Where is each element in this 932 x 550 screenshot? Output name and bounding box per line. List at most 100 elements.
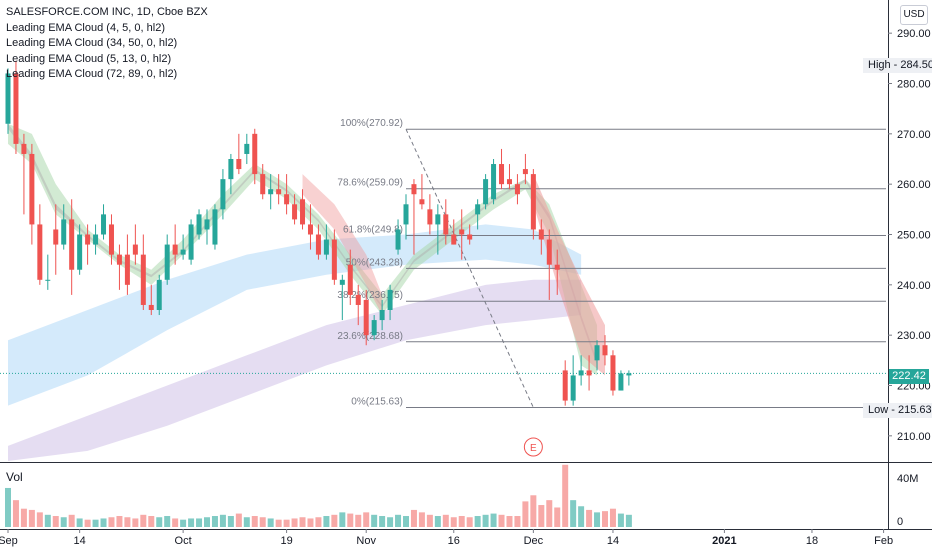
candle-body [276,189,282,195]
volume-bar [371,514,378,527]
volume-bar [442,514,449,527]
candle-body [156,279,162,310]
candle-body [307,224,313,235]
volume-bar [267,518,274,527]
high-price-tag: High - 284.50 [863,58,932,73]
candle-body [116,254,122,265]
y-tick-label: 260.00 [897,179,931,191]
volume-bar [466,517,473,527]
earnings-marker-label: E [530,443,537,454]
volume-bar [434,516,441,527]
candle-body [13,73,19,144]
candle-body [403,204,409,225]
volume-bar [315,517,322,527]
volume-bar [562,464,569,527]
volume-bar [522,501,529,527]
candle-body [228,159,234,180]
candle-body [164,244,170,280]
candle-body [53,229,59,245]
candle-body [323,239,329,255]
candle-body [268,189,274,195]
candle-body [37,224,43,280]
volume-bar [108,517,115,527]
candle-body [459,229,465,235]
volume-bar [482,514,489,527]
earnings-marker [523,437,543,457]
volume-bar [578,506,585,527]
candle-body [339,279,345,285]
candle-body [355,294,361,305]
ema-cloud-bearish-segment [302,174,383,316]
candle-body [315,234,321,255]
volume-bar [426,514,433,527]
volume-pane-label: Vol [6,470,23,484]
volume-bar [594,512,601,527]
legend-indicator-1[interactable]: Leading EMA Cloud (4, 5, 0, hl2) [6,21,165,34]
volume-bar [387,517,394,527]
volume-bar [116,516,123,527]
volume-bar [514,516,521,527]
x-tick-label: 16 [448,535,460,547]
volume-bar [211,516,218,527]
candle-body [435,214,441,225]
candle-body [483,179,489,205]
legend-indicator-4[interactable]: Leading EMA Cloud (72, 89, 0, hl2) [6,68,178,80]
candle-body [85,234,91,245]
candle-body [371,320,377,336]
y-tick-label: 280.00 [897,79,931,91]
volume-bar [538,505,545,527]
candle-body [108,224,114,255]
candle-body [602,345,608,356]
candle-body [77,234,83,270]
y-tick-label: 290.00 [897,28,931,40]
volume-bar [339,512,346,527]
volume-bar [156,517,163,527]
candle-body [69,219,75,270]
volume-bar [60,517,67,527]
volume-bar [291,518,298,527]
candle-body [578,370,584,376]
candle-body [514,184,520,195]
candle-body [132,244,138,255]
volume-bar [299,517,306,527]
currency-button[interactable]: USD [900,5,928,25]
volume-bar [148,516,155,527]
volume-bar [506,516,513,527]
x-tick-label: Sep [0,535,18,547]
volume-bar [44,514,51,527]
fib-level-label: 100%(270.92) [340,118,403,129]
candle-body [180,249,186,255]
volume-bar [243,517,250,527]
x-tick-label: Oct [175,535,192,547]
volume-bar [450,517,457,527]
fib-level-label: 78.6%(259.09) [337,178,403,189]
volume-bar [235,513,242,527]
volume-bar [403,516,409,527]
volume-bar [498,514,505,527]
volume-bar [602,511,608,527]
candle-body [331,239,337,280]
legend-indicator-3[interactable]: Leading EMA Cloud (5, 13, 0, hl2) [6,52,172,65]
candle-body [284,194,290,205]
candle-body [61,219,67,245]
legend-title: SALESFORCE.COM INC, 1D, Cboe BZX [6,6,208,18]
volume-bar [180,519,187,527]
volume-bar [84,519,91,527]
candle-body [292,204,298,220]
fib-level-label: 23.6%(228.68) [337,331,403,342]
low-price-tag: Low - 215.63 [863,403,932,418]
volume-tick-label: 40M [897,473,918,485]
legend-indicator-2[interactable]: Leading EMA Cloud (34, 50, 0, hl2) [6,37,178,49]
volume-bar [188,518,195,527]
candle-body [610,355,616,391]
x-tick-label: 2021 [712,535,736,547]
volume-bar [52,516,59,527]
volume-bar [5,487,11,527]
volume-bar [554,507,561,527]
volume-bar [474,516,481,527]
chart-legend: SALESFORCE.COM INC, 1D, Cboe BZX Leading… [6,5,208,83]
fib-level-label: 61.8%(249.8) [343,225,403,236]
volume-bar [458,516,465,527]
volume-bar [363,512,370,527]
